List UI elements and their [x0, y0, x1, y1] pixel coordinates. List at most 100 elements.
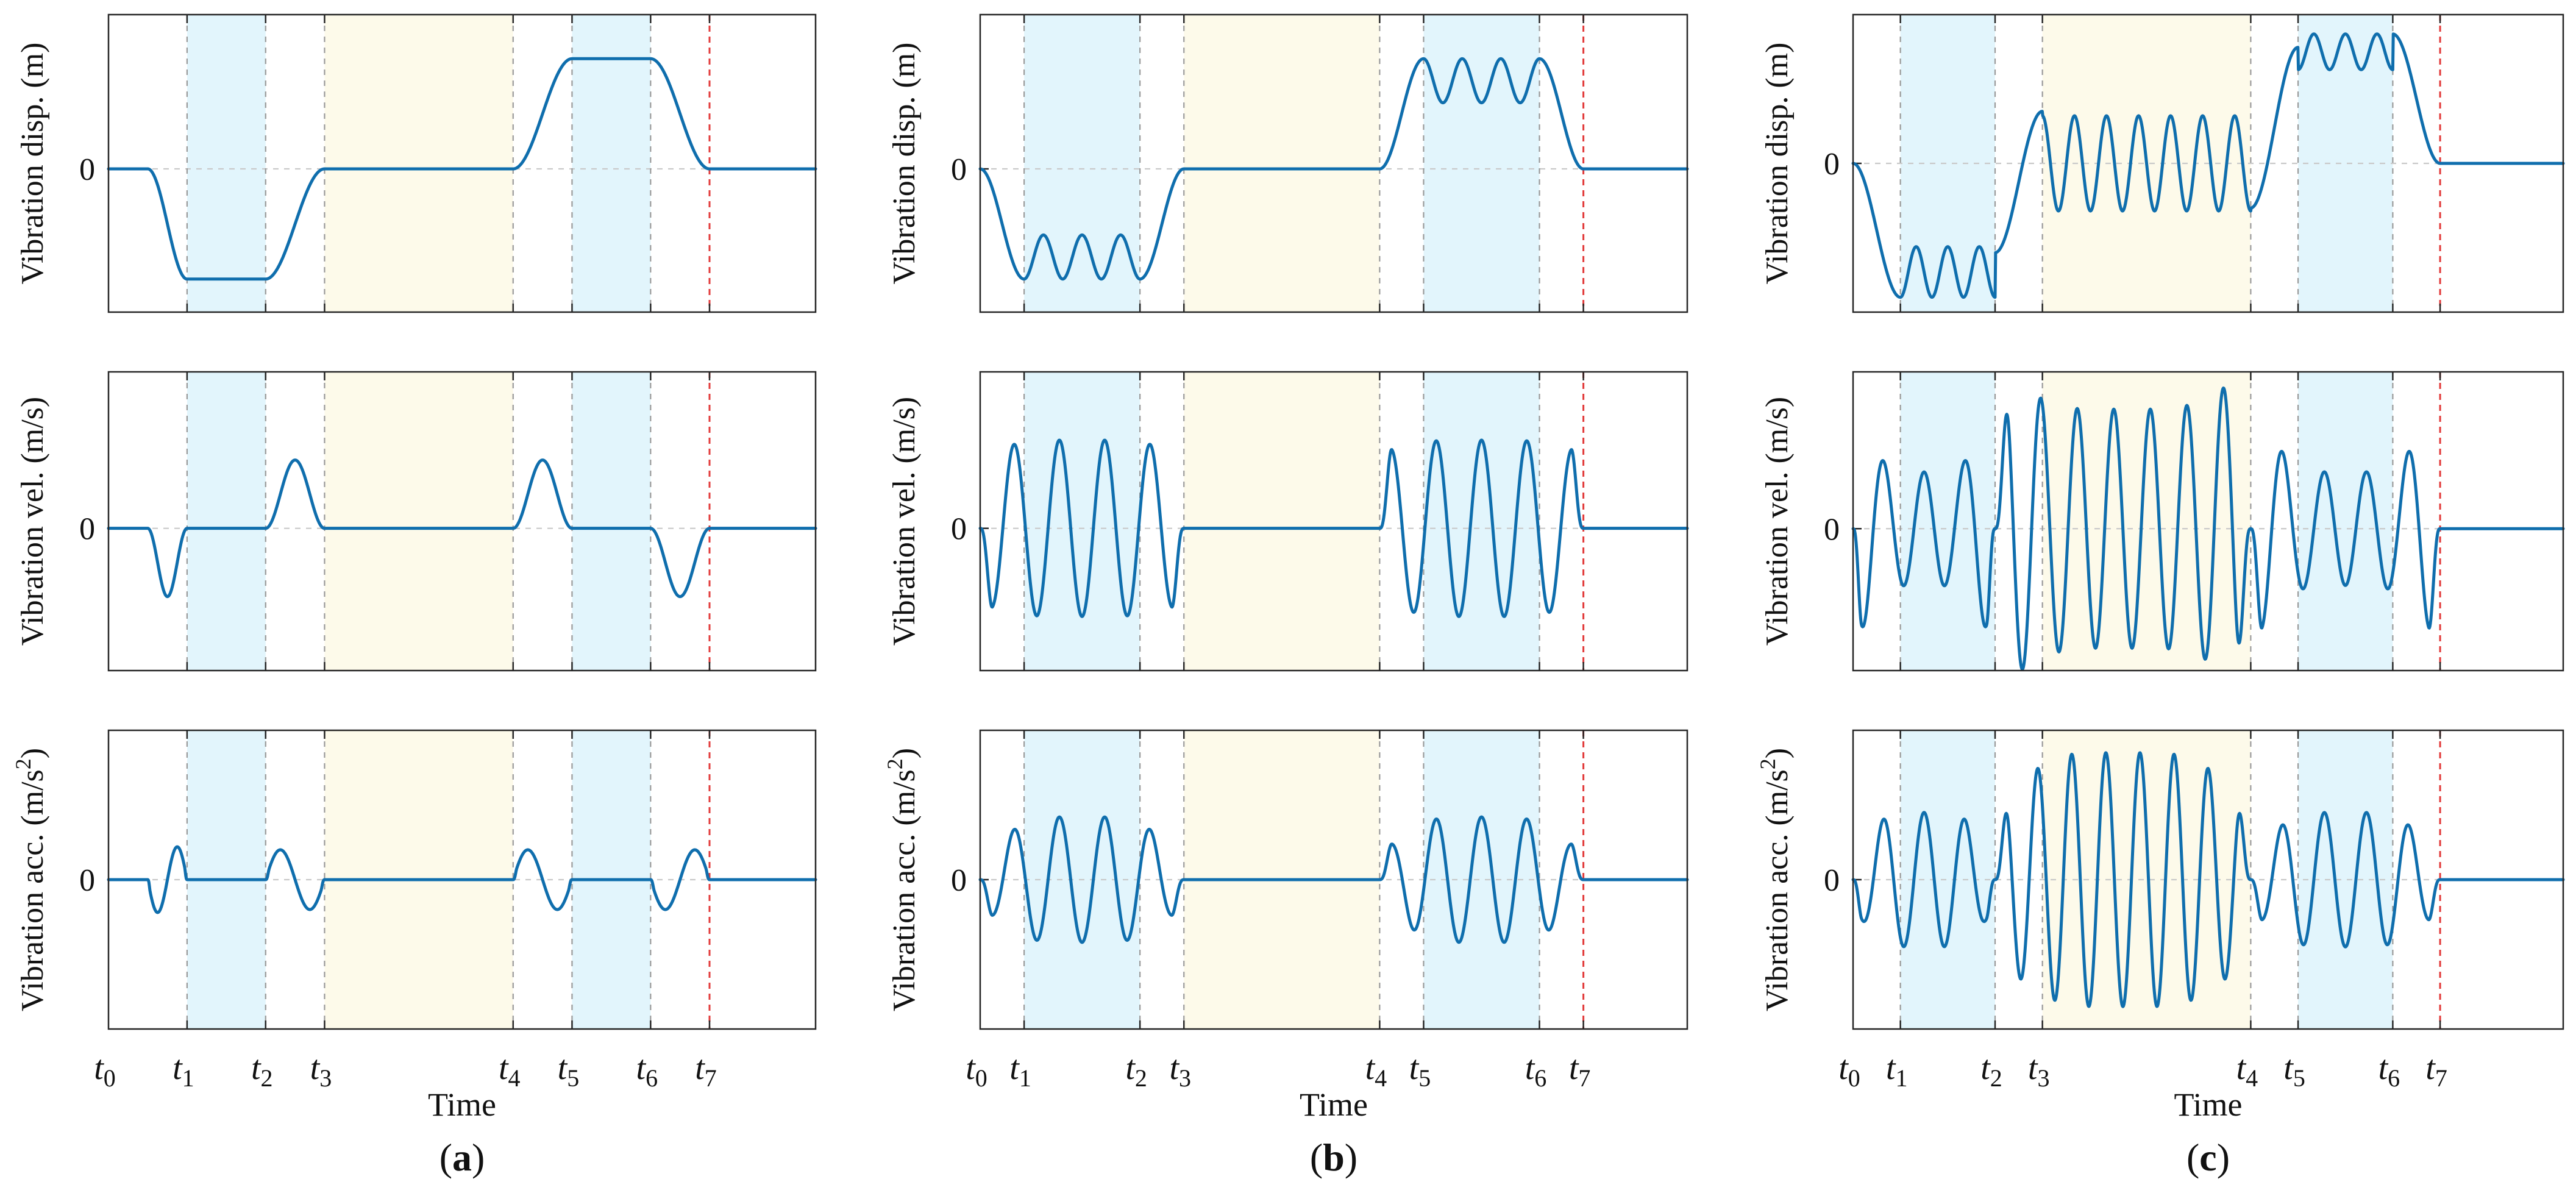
signal-line-b-row2 [978, 438, 1689, 618]
y-tick-label-zero: 0 [79, 152, 95, 187]
y-axis-label-text: Vibration acc. (m/s [887, 769, 922, 1011]
axes-c-row2: 0 Vibration vel. (m/s) [1760, 371, 2565, 672]
tick-symbol: t [1009, 1049, 1020, 1087]
x-tick-label-t7: t7 [695, 1049, 717, 1092]
tick-subscript: 4 [1375, 1064, 1387, 1092]
y-axis-label: Vibration disp. (m) [15, 43, 50, 285]
caption-close: ) [1345, 1136, 1357, 1179]
y-axis-label-text: Vibration disp. (m) [15, 43, 50, 285]
y-axis-label-close: ) [887, 748, 922, 758]
y-tick-label-zero: 0 [79, 863, 95, 898]
signal-line-b-row1 [978, 57, 1689, 281]
panel-caption-a: (a) [439, 1136, 485, 1179]
tick-subscript: 7 [705, 1064, 717, 1092]
tick-symbol: t [1886, 1049, 1896, 1087]
tick-symbol: t [2236, 1049, 2247, 1087]
caption-open: ( [439, 1136, 452, 1179]
tick-symbol: t [2425, 1049, 2436, 1087]
tick-symbol: t [2028, 1049, 2038, 1087]
signal-line-a-row1 [107, 57, 817, 281]
tick-subscript: 6 [646, 1064, 658, 1092]
tick-subscript: 7 [1578, 1064, 1590, 1092]
tick-symbol: t [966, 1049, 976, 1087]
y-tick-label-zero: 0 [951, 863, 967, 898]
y-axis-label-text: Vibration disp. (m) [1760, 43, 1795, 285]
tick-subscript: 5 [567, 1064, 579, 1092]
axes-frame [1852, 729, 2564, 1030]
phase-band-3 [572, 372, 651, 671]
phase-band-1 [1900, 730, 1995, 1029]
y-axis-label-text: Vibration acc. (m/s [1760, 769, 1795, 1011]
tick-subscript: 0 [1848, 1064, 1860, 1092]
phase-band-3 [2298, 372, 2393, 671]
tick-subscript: 0 [975, 1064, 987, 1092]
tick-subscript: 3 [2037, 1064, 2049, 1092]
y-tick-label-zero: 0 [79, 512, 95, 547]
x-tick-label-t4: t4 [1365, 1049, 1387, 1092]
y-axis-label: Vibration disp. (m) [887, 43, 922, 285]
y-tick-label-zero: 0 [1824, 147, 1840, 182]
caption-open: ( [1310, 1136, 1323, 1179]
panel-c: 0 Vibration disp. (m) 0 Vibration vel. (m/s… [1756, 13, 2565, 1179]
signal-line-c-row2 [1851, 386, 2565, 671]
phase-band-3 [572, 15, 651, 312]
tick-subscript: 7 [2435, 1064, 2447, 1092]
tick-subscript: 5 [2293, 1064, 2305, 1092]
tick-subscript: 1 [1895, 1064, 1907, 1092]
tick-subscript: 1 [182, 1064, 194, 1092]
axes-c-row3: 0 Vibration acc. (m/s2) [1756, 729, 2565, 1030]
tick-symbol: t [310, 1049, 321, 1087]
y-axis-label-text: Vibration acc. (m/s [15, 769, 50, 1011]
x-tick-label-t4: t4 [2236, 1049, 2258, 1092]
x-tick-label-t7: t7 [2425, 1049, 2447, 1092]
y-axis-label: Vibration acc. (m/s2) [11, 748, 50, 1011]
caption-letter: a [452, 1136, 472, 1179]
tick-symbol: t [695, 1049, 705, 1087]
tick-subscript: 1 [1019, 1064, 1031, 1092]
caption-letter: c [2199, 1136, 2216, 1179]
x-tick-label-t0: t0 [1838, 1049, 1860, 1092]
tick-subscript: 6 [2388, 1064, 2400, 1092]
tick-subscript: 4 [2246, 1064, 2258, 1092]
signal-line-c-row1 [1851, 32, 2565, 299]
x-axis-label: Time [1300, 1086, 1368, 1123]
signal-line-a-row3 [107, 845, 817, 914]
y-tick-label-zero: 0 [951, 152, 967, 187]
tick-symbol: t [94, 1049, 104, 1087]
x-tick-label-t3: t3 [310, 1049, 332, 1092]
tick-symbol: t [173, 1049, 183, 1087]
axes-a-row3: 0 Vibration acc. (m/s2) [11, 729, 817, 1030]
tick-symbol: t [1569, 1049, 1579, 1087]
axes-frame [1852, 371, 2564, 672]
phase-band-1 [1900, 15, 1995, 312]
tick-symbol: t [1838, 1049, 1849, 1087]
tick-subscript: 3 [319, 1064, 332, 1092]
x-tick-label-t6: t6 [636, 1049, 658, 1092]
tick-subscript: 6 [1534, 1064, 1546, 1092]
y-axis-label-close: ) [15, 748, 50, 758]
y-axis-label: Vibration acc. (m/s2) [883, 748, 922, 1011]
x-tick-label-t1: t1 [1886, 1049, 1908, 1092]
y-tick-label-zero: 0 [1824, 863, 1840, 898]
tick-symbol: t [251, 1049, 262, 1087]
axes-frame [979, 729, 1688, 1030]
axes-frame [979, 371, 1688, 672]
x-tick-label-t3: t3 [1169, 1049, 1191, 1092]
phase-band-2 [1184, 15, 1380, 312]
tick-symbol: t [1525, 1049, 1535, 1087]
x-tick-label-t6: t6 [2379, 1049, 2400, 1092]
signal-line-a-row2 [107, 458, 817, 599]
axes-a-row2: 0 Vibration vel. (m/s) [15, 371, 817, 672]
panel-b: 0 Vibration disp. (m) 0 Vibration vel. (m/s… [883, 13, 1689, 1179]
tick-subscript: 4 [508, 1064, 521, 1092]
y-axis-label-text: Vibration disp. (m) [887, 43, 922, 285]
tick-symbol: t [2283, 1049, 2294, 1087]
caption-close: ) [472, 1136, 485, 1179]
phase-band-2 [324, 15, 513, 312]
x-tick-label-t5: t5 [2283, 1049, 2305, 1092]
x-tick-label-t0: t0 [966, 1049, 987, 1092]
phase-band-1 [1024, 15, 1140, 312]
axes-frame [107, 371, 817, 672]
phase-band-2 [324, 372, 513, 671]
